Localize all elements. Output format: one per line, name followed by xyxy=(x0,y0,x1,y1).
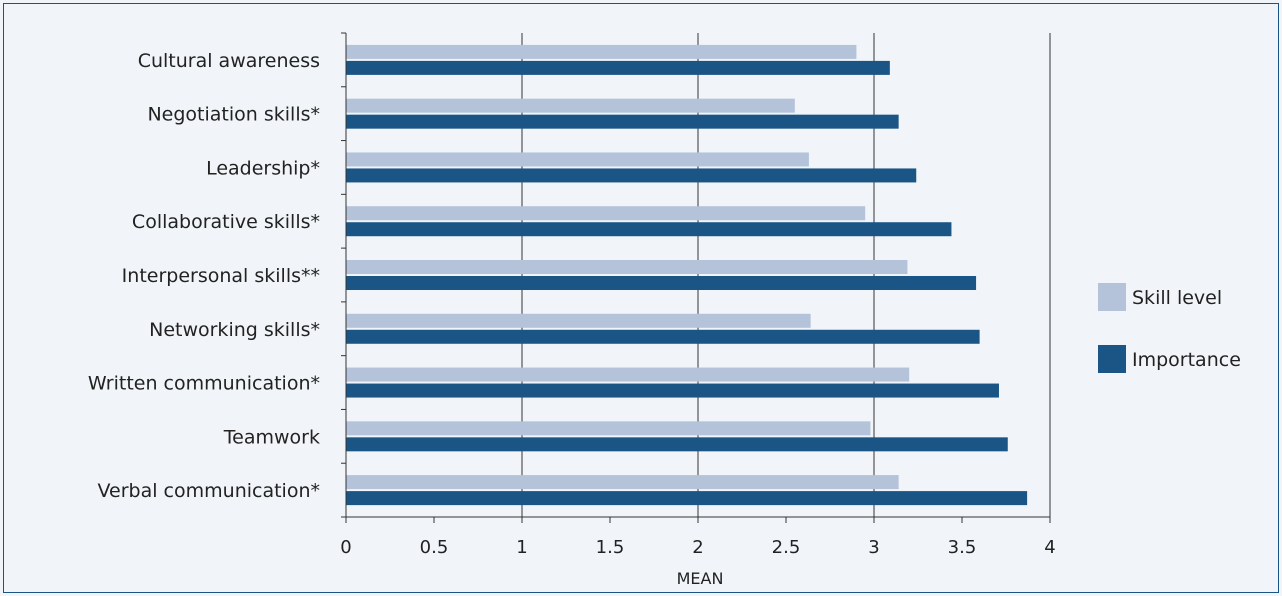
category-labels: Cultural awareness Negotiation skills* Lea… xyxy=(88,50,320,502)
bars xyxy=(346,44,1028,506)
category-label: Collaborative skills* xyxy=(132,211,320,233)
legend-label-skill-level: Skill level xyxy=(1132,287,1222,309)
bar-skill-level-8 xyxy=(346,421,871,436)
bar-skill-level-3 xyxy=(346,152,809,167)
bar-skill-level-2 xyxy=(346,98,795,113)
x-tick-label: 3 xyxy=(868,537,879,558)
x-axis-label: MEAN xyxy=(677,569,724,588)
x-tick-label: 1.5 xyxy=(596,537,625,558)
bar-importance-9 xyxy=(346,491,1028,506)
bar-importance-8 xyxy=(346,437,1008,452)
x-tick-label: 1 xyxy=(516,537,527,558)
bar-importance-6 xyxy=(346,329,980,344)
category-label: Teamwork xyxy=(223,426,320,448)
bar-skill-level-6 xyxy=(346,313,811,328)
category-label: Written communication* xyxy=(88,373,320,395)
x-tick-label: 4 xyxy=(1044,537,1055,558)
category-label: Verbal communication* xyxy=(98,480,320,502)
x-tick-label: 0 xyxy=(340,537,351,558)
x-tick-labels: 0 0.5 1 1.5 2 2.5 3 3.5 4 xyxy=(340,537,1055,558)
x-tick-label: 0.5 xyxy=(420,537,449,558)
category-label: Leadership* xyxy=(206,157,320,179)
category-label: Networking skills* xyxy=(149,319,320,341)
bar-importance-5 xyxy=(346,276,977,290)
legend-label-importance: Importance xyxy=(1132,349,1241,371)
x-tick-label: 2 xyxy=(692,537,703,558)
bar-skill-level-4 xyxy=(346,206,866,221)
legend-swatch-skill-level xyxy=(1098,283,1126,311)
x-tick-label: 3.5 xyxy=(948,537,977,558)
category-label: Cultural awareness xyxy=(138,50,320,72)
bar-importance-2 xyxy=(346,114,899,129)
x-tick-label: 2.5 xyxy=(772,537,801,558)
bar-skill-level-9 xyxy=(346,475,899,490)
category-label: Negotiation skills* xyxy=(147,104,320,126)
bar-skill-level-7 xyxy=(346,367,910,382)
bar-skill-level-1 xyxy=(346,44,857,59)
bar-skill-level-5 xyxy=(346,260,908,274)
bar-importance-1 xyxy=(346,60,890,75)
category-label: Interpersonal skills** xyxy=(122,265,320,287)
bar-importance-7 xyxy=(346,383,999,398)
axes xyxy=(341,32,1051,523)
legend: Skill level Importance xyxy=(1098,283,1241,373)
bar-importance-3 xyxy=(346,168,917,183)
legend-swatch-importance xyxy=(1098,345,1126,373)
gridlines xyxy=(521,33,1051,517)
bar-importance-4 xyxy=(346,222,952,237)
